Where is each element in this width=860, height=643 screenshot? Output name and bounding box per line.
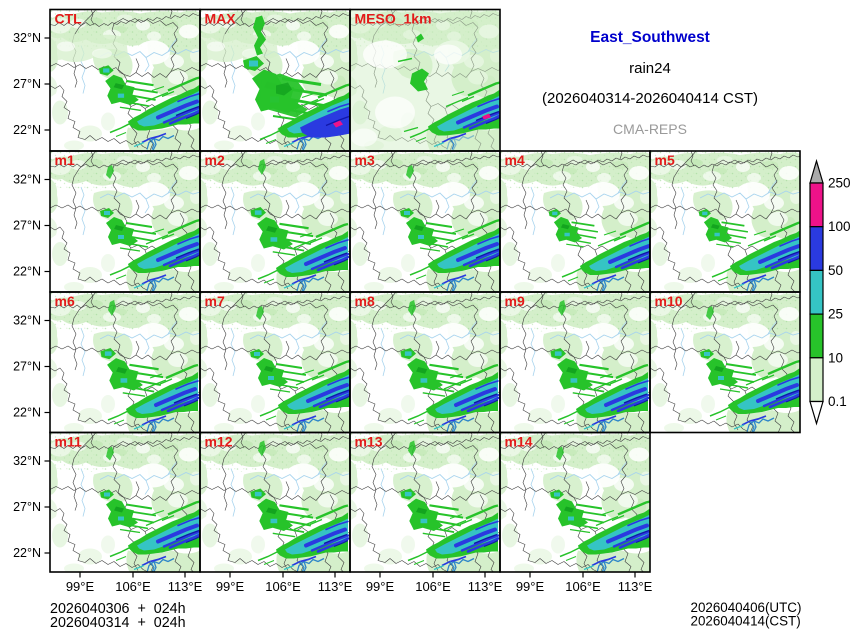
svg-text:100: 100 xyxy=(828,219,851,234)
svg-text:32°N: 32°N xyxy=(13,314,41,328)
svg-text:27°N: 27°N xyxy=(13,77,41,91)
svg-text:106°E: 106°E xyxy=(115,579,151,594)
svg-text:MAX: MAX xyxy=(205,11,237,27)
svg-text:(2026040314-2026040414 CST): (2026040314-2026040414 CST) xyxy=(542,90,758,107)
svg-text:106°E: 106°E xyxy=(565,579,601,594)
svg-text:CMA-REPS: CMA-REPS xyxy=(613,121,687,137)
svg-text:m6: m6 xyxy=(55,293,75,309)
svg-text:22°N: 22°N xyxy=(13,265,41,279)
svg-text:25: 25 xyxy=(828,307,843,322)
svg-text:99°E: 99°E xyxy=(66,579,95,594)
svg-text:32°N: 32°N xyxy=(13,31,41,45)
svg-text:MESO_1km: MESO_1km xyxy=(355,11,432,27)
svg-text:99°E: 99°E xyxy=(366,579,395,594)
svg-text:32°N: 32°N xyxy=(13,173,41,187)
svg-text:m10: m10 xyxy=(655,293,683,309)
svg-text:113°E: 113°E xyxy=(168,579,203,594)
svg-text:22°N: 22°N xyxy=(13,123,41,137)
svg-text:CTL: CTL xyxy=(55,11,83,27)
svg-text:113°E: 113°E xyxy=(618,579,653,594)
svg-text:m12: m12 xyxy=(205,434,233,450)
svg-text:m11: m11 xyxy=(55,434,82,450)
svg-text:East_Southwest: East_Southwest xyxy=(590,29,710,46)
svg-text:m14: m14 xyxy=(505,434,533,450)
svg-text:27°N: 27°N xyxy=(13,219,41,233)
svg-text:250: 250 xyxy=(828,176,851,191)
svg-text:m9: m9 xyxy=(505,293,525,309)
svg-text:rain24: rain24 xyxy=(629,60,671,77)
svg-text:m2: m2 xyxy=(205,152,225,168)
svg-text:27°N: 27°N xyxy=(13,500,41,514)
svg-text:50: 50 xyxy=(828,263,843,278)
svg-text:m8: m8 xyxy=(355,293,375,309)
svg-text:2026040314 + 024h: 2026040314 + 024h xyxy=(50,615,186,631)
svg-text:27°N: 27°N xyxy=(13,360,41,374)
svg-text:0.1: 0.1 xyxy=(828,394,847,409)
svg-text:2026040414(CST): 2026040414(CST) xyxy=(691,614,801,629)
svg-text:m7: m7 xyxy=(205,293,225,309)
svg-text:99°E: 99°E xyxy=(516,579,545,594)
svg-text:2026040306 + 024h: 2026040306 + 024h xyxy=(50,601,186,617)
svg-text:10: 10 xyxy=(828,350,843,365)
svg-text:m4: m4 xyxy=(505,152,525,168)
svg-text:m3: m3 xyxy=(355,152,375,168)
svg-text:113°E: 113°E xyxy=(318,579,353,594)
svg-text:m13: m13 xyxy=(355,434,383,450)
svg-text:m1: m1 xyxy=(55,152,75,168)
svg-text:m5: m5 xyxy=(655,152,675,168)
svg-text:2026040406(UTC): 2026040406(UTC) xyxy=(691,600,802,615)
svg-text:106°E: 106°E xyxy=(265,579,301,594)
svg-text:22°N: 22°N xyxy=(13,406,41,420)
svg-text:32°N: 32°N xyxy=(13,454,41,468)
svg-text:99°E: 99°E xyxy=(216,579,245,594)
svg-text:22°N: 22°N xyxy=(13,546,41,560)
svg-text:106°E: 106°E xyxy=(415,579,451,594)
svg-text:113°E: 113°E xyxy=(468,579,503,594)
